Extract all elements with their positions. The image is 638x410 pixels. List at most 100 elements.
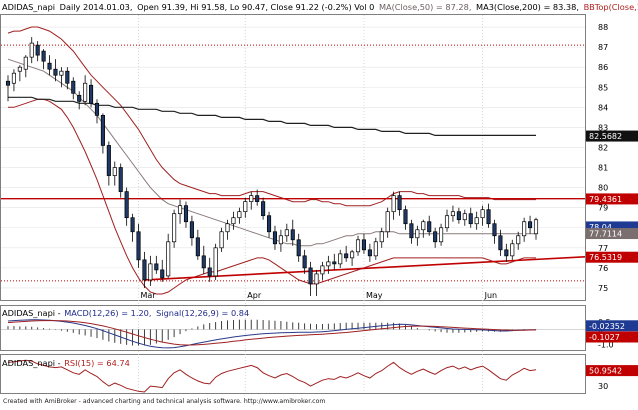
candle-body — [456, 211, 461, 221]
candle-body — [35, 44, 40, 56]
candle-body — [355, 239, 361, 253]
candle-body — [373, 241, 378, 257]
rsi-pane[interactable] — [0, 354, 586, 394]
candle-body — [207, 267, 212, 277]
price-tick-label: 81 — [598, 164, 608, 173]
candle-body — [397, 195, 402, 211]
candle-body — [177, 205, 183, 215]
candlesticks — [5, 37, 539, 296]
signal-tag-bg — [586, 331, 638, 343]
candle-body — [278, 235, 283, 245]
price-tick-label: 83 — [598, 123, 608, 132]
candle-body — [480, 209, 485, 219]
candle-body — [225, 223, 230, 233]
macd-tag: -0.02352 — [589, 322, 625, 331]
price-tick-label: 75 — [598, 284, 608, 293]
candle-body — [213, 247, 218, 277]
candle-body — [498, 235, 503, 251]
candle-body — [403, 209, 408, 225]
candle-body — [361, 239, 367, 251]
month-label: Jun — [484, 291, 498, 300]
candle-body — [468, 213, 473, 225]
ma200-tag: 82.5682 — [589, 132, 622, 141]
candle-body — [237, 211, 242, 219]
macd-title: ADIDAS_napi - MACD(12,26) = 1.20, Signal… — [2, 308, 249, 318]
candle-body — [231, 217, 236, 225]
candle-body — [59, 70, 64, 76]
macd-plot — [1, 319, 585, 349]
candle-body — [201, 255, 206, 269]
candle-body — [154, 263, 159, 271]
candle-body — [29, 42, 34, 58]
candle-body — [474, 217, 479, 225]
candle-body — [504, 249, 509, 257]
bollinger-bottom-line — [8, 98, 536, 295]
rsi-tag: 50.9542 — [589, 367, 622, 376]
ma200-tag-bg — [586, 130, 638, 142]
candle-body — [516, 235, 521, 245]
price-tick-label: 88 — [598, 23, 608, 32]
candle-body — [195, 237, 200, 257]
candle-body — [522, 221, 527, 237]
candle-body — [433, 231, 438, 243]
month-label: Apr — [247, 291, 262, 300]
price-tick-label: 86 — [598, 63, 608, 72]
ma200-label: MA3(Close,200) = 83.38, — [476, 2, 579, 12]
candle-body — [47, 62, 52, 70]
rsi-line — [7, 359, 537, 393]
macd-symbol: ADIDAS_napi - — [2, 308, 61, 318]
candle-body — [528, 221, 533, 229]
candle-body — [344, 253, 349, 259]
candle-body — [65, 70, 70, 84]
bollinger-top-line — [7, 26, 536, 207]
candle-body — [350, 251, 355, 259]
ohlc-label: Open 91.39, Hi 91.58, Lo 90.47, Close 91… — [137, 2, 374, 12]
candle-body — [142, 259, 147, 281]
candle-body — [118, 167, 123, 192]
rsi-value: RSI(15) = 64.74 — [64, 358, 130, 368]
rsi-symbol: ADIDAS_napi - — [2, 358, 61, 368]
candle-body — [71, 80, 76, 94]
candle-body — [255, 195, 260, 203]
bb-bottom-tag-bg — [586, 251, 638, 263]
candle-body — [83, 82, 88, 102]
price-tick-label: 87 — [598, 43, 608, 52]
signal-line — [7, 320, 537, 346]
bb-top-tag: 79.4361 — [589, 195, 622, 204]
candle-body — [160, 269, 165, 279]
candle-body — [11, 72, 16, 84]
candle-body — [444, 215, 450, 229]
candle-body — [148, 263, 153, 281]
macd-tag-bg — [586, 320, 638, 332]
month-label: Mar — [141, 291, 157, 300]
grid-lines — [1, 15, 585, 393]
candle-body — [510, 243, 515, 257]
price-tick-label: 80 — [598, 184, 608, 193]
candle-body — [41, 50, 46, 62]
candle-body — [94, 102, 100, 116]
candle-body — [302, 255, 307, 269]
candle-body — [290, 229, 295, 241]
macd-value: MACD(12,26) = 1.20, — [64, 308, 151, 318]
candle-body — [409, 223, 414, 239]
candle-body — [450, 211, 455, 217]
signal-tag: -0.1027 — [589, 333, 620, 342]
candle-body — [427, 221, 432, 233]
candle-body — [421, 221, 426, 231]
support-trendline — [144, 256, 586, 281]
price-tick-label: 77 — [598, 244, 608, 253]
candle-body — [77, 94, 82, 102]
candle-body — [100, 115, 105, 146]
price-tick-label: 76 — [598, 264, 608, 273]
candle-body — [183, 205, 189, 223]
candle-body — [261, 201, 266, 217]
candle-body — [492, 223, 497, 237]
candle-body — [314, 273, 319, 285]
ma50-label: MA(Close,50) = 87.28, — [379, 2, 472, 12]
price-pane[interactable] — [0, 14, 586, 301]
candle-body — [332, 261, 337, 265]
month-label: May — [366, 291, 383, 300]
candle-body — [249, 195, 254, 203]
